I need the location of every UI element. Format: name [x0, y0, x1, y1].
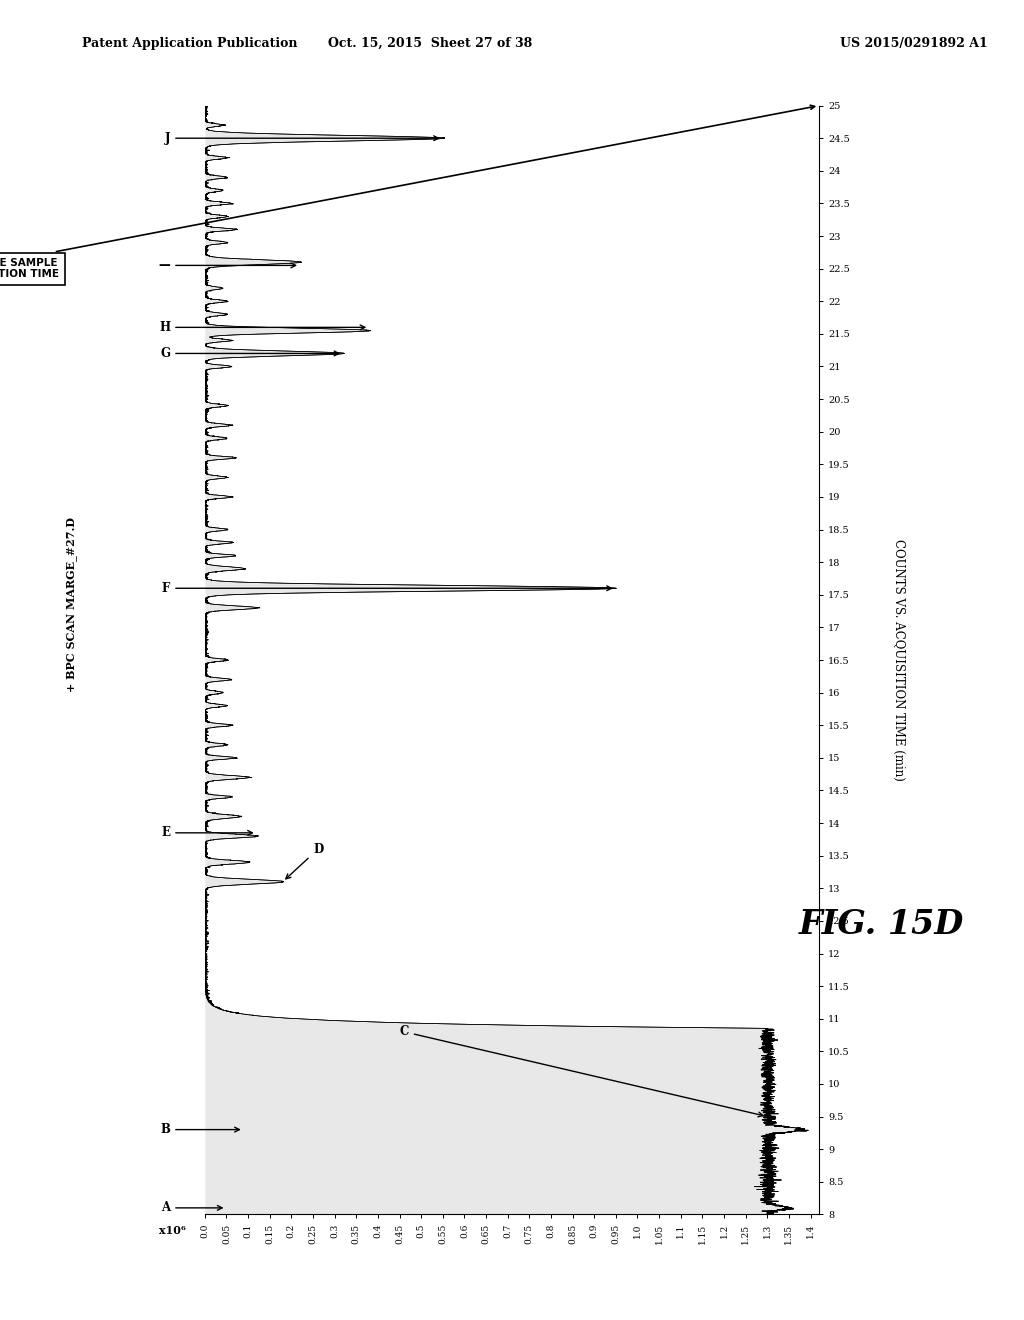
Text: x10⁶: x10⁶	[159, 1225, 185, 1236]
Text: Patent Application Publication: Patent Application Publication	[82, 37, 297, 50]
Text: NOTHING ELSE IN THE SAMPLE
AFTER 25 MIN RETENTION TIME: NOTHING ELSE IN THE SAMPLE AFTER 25 MIN …	[0, 106, 815, 280]
Text: H: H	[159, 321, 365, 334]
Text: J: J	[165, 132, 438, 145]
Text: + BPC SCAN MARGE_#27.D: + BPC SCAN MARGE_#27.D	[67, 517, 77, 692]
Text: F: F	[162, 582, 611, 595]
Text: B: B	[161, 1123, 240, 1137]
Text: E: E	[161, 826, 252, 840]
Text: D: D	[286, 842, 324, 879]
Text: A: A	[161, 1201, 222, 1214]
Text: G: G	[160, 347, 339, 360]
Text: C: C	[399, 1026, 763, 1117]
Text: —: —	[159, 259, 296, 272]
Text: Oct. 15, 2015  Sheet 27 of 38: Oct. 15, 2015 Sheet 27 of 38	[328, 37, 532, 50]
Text: US 2015/0291892 A1: US 2015/0291892 A1	[840, 37, 987, 50]
Y-axis label: COUNTS VS. ACQUISITION TIME (min): COUNTS VS. ACQUISITION TIME (min)	[892, 539, 904, 781]
Text: FIG. 15D: FIG. 15D	[799, 908, 964, 940]
